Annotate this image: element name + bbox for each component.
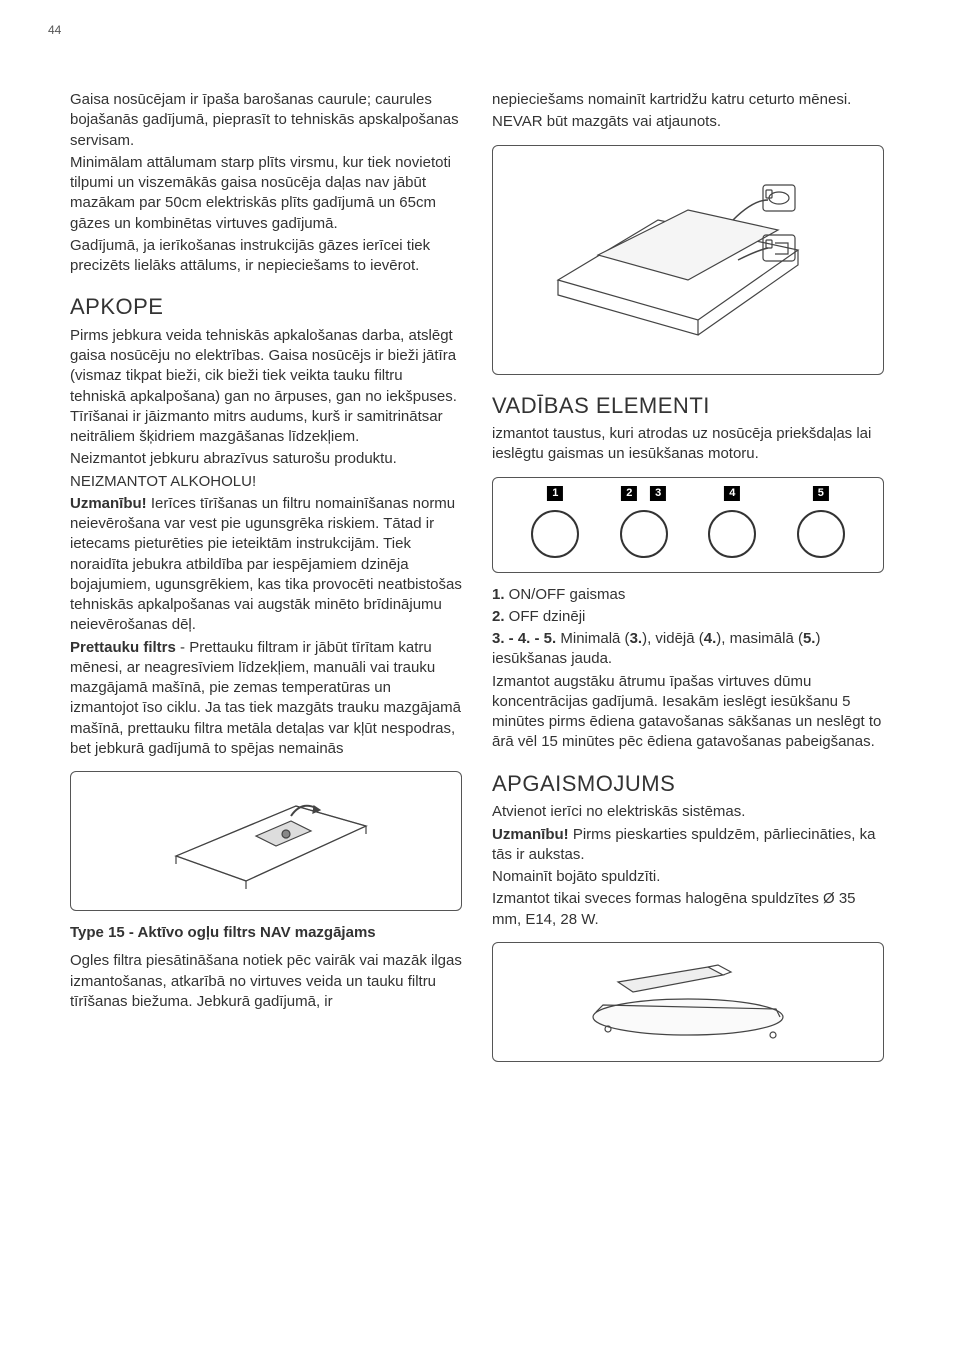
knob-3: [708, 510, 756, 558]
list1-label: 1.: [492, 586, 505, 603]
apgaism-p3: Izmantot tikai sveces formas halogēna sp…: [492, 889, 884, 930]
apgaism-heading: APGAISMOJUMS: [492, 769, 884, 799]
filter-paragraph: Prettauku filtrs - Prettauku filtram ir …: [70, 638, 462, 760]
apkope-paragraph-3: NEIZMANTOT ALKOHOLU!: [70, 472, 462, 492]
knob-label-2: 2: [621, 486, 637, 501]
list2-label: 2.: [492, 608, 505, 625]
knob-1: [531, 510, 579, 558]
filter-svg: [146, 786, 386, 896]
knob-row: 1 2 3 4 5: [503, 506, 873, 562]
knob-label-5: 5: [813, 486, 829, 501]
knob-label-3: 3: [650, 486, 666, 501]
list3-b3: 3.: [630, 630, 643, 647]
knob-label-1: 1: [547, 486, 563, 501]
apgaism-p1: Atvienot ierīci no elektriskās sistēmas.: [492, 802, 884, 822]
knob-2: [620, 510, 668, 558]
vadibas-paragraph-1: izmantot taustus, kuri atrodas uz nosūcē…: [492, 424, 884, 465]
apkope-heading: APKOPE: [70, 292, 462, 322]
apkope-paragraph-2: Neizmantot jebkuru abrazīvus saturošu pr…: [70, 449, 462, 469]
list3-text-a: Minimalā (: [556, 630, 629, 647]
bulb-diagram: [492, 942, 884, 1062]
list1-text: ON/OFF gaismas: [505, 586, 626, 603]
list2-text: OFF dzinēji: [505, 608, 586, 625]
type15-text: Ogles filtra piesātināšana notiek pēc va…: [70, 951, 462, 1012]
intro-paragraph-3: Gadījumā, ja ierīkošanas instrukcijās gā…: [70, 236, 462, 277]
page-number: 44: [48, 22, 61, 38]
knob-label-4: 4: [724, 486, 740, 501]
type15-title: Type 15 - Aktīvo ogļu filtrs NAV mazgāja…: [70, 923, 462, 943]
cont-paragraph-1: nepieciešams nomainīt kartridžu katru ce…: [492, 90, 884, 110]
bulb-svg: [568, 957, 808, 1047]
filter-diagram: [70, 771, 462, 911]
vadibas-heading: VADĪBAS ELEMENTI: [492, 391, 884, 421]
cont-paragraph-2: NEVAR būt mazgāts vai atjaunots.: [492, 112, 884, 132]
vadibas-paragraph-2: Izmantot augstāku ātrumu īpašas virtuves…: [492, 672, 884, 753]
apgaism-warning: Uzmanību! Pirms pieskarties spuldzēm, pā…: [492, 825, 884, 866]
knob-4: [797, 510, 845, 558]
control-list-3: 3. - 4. - 5. Minimalā (3.), vidējā (4.),…: [492, 629, 884, 670]
cartridge-svg: [538, 160, 838, 360]
warning-label: Uzmanību!: [70, 495, 147, 512]
left-column: Gaisa nosūcējam ir īpaša barošanas cauru…: [70, 90, 462, 1074]
right-column: nepieciešams nomainīt kartridžu katru ce…: [492, 90, 884, 1074]
control-list-2: 2. OFF dzinēji: [492, 607, 884, 627]
intro-paragraph-2: Minimālam attālumam starp plīts virsmu, …: [70, 153, 462, 234]
cartridge-diagram: [492, 145, 884, 375]
controls-diagram: 1 2 3 4 5: [492, 477, 884, 573]
list3-b5: 5.: [803, 630, 816, 647]
filter-text: - Prettauku filtram ir jābūt tīrītam kat…: [70, 639, 461, 757]
control-list-1: 1. ON/OFF gaismas: [492, 585, 884, 605]
filter-label: Prettauku filtrs: [70, 639, 176, 656]
apgaism-p2: Nomainīt bojāto spuldzīti.: [492, 867, 884, 887]
apkope-warning: Uzmanību! Ierīces tīrīšanas un filtru no…: [70, 494, 462, 636]
list3-b4: 4.: [704, 630, 717, 647]
list3-mid2: ), masimālā (: [716, 630, 803, 647]
list3-mid1: ), vidējā (: [642, 630, 704, 647]
two-column-layout: Gaisa nosūcējam ir īpaša barošanas cauru…: [70, 90, 884, 1074]
apgaism-warn-label: Uzmanību!: [492, 826, 569, 843]
list3-label: 3. - 4. - 5.: [492, 630, 556, 647]
apkope-paragraph-1: Pirms jebkura veida tehniskās apkalošana…: [70, 326, 462, 448]
intro-paragraph-1: Gaisa nosūcējam ir īpaša barošanas cauru…: [70, 90, 462, 151]
warning-text: Ierīces tīrīšanas un filtru nomainīšanas…: [70, 495, 462, 634]
